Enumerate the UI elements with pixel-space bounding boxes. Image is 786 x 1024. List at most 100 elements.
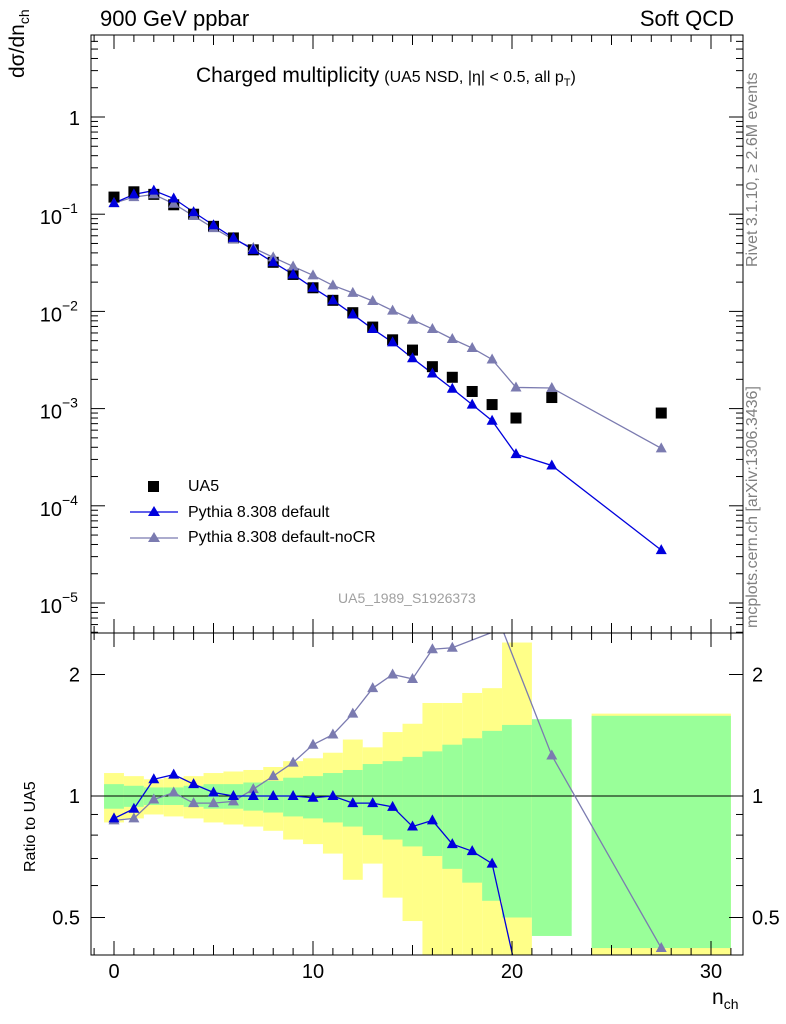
data-point-default: [327, 294, 339, 305]
uncertainty-band-stat: [422, 751, 443, 857]
top-plot-frame: [90, 34, 744, 634]
top-y-tick-label: 10: [40, 499, 62, 521]
ratio-y-tick-label: 1: [69, 786, 80, 808]
data-point-ua5: [426, 361, 438, 373]
ratio-point-default: [188, 778, 200, 789]
x-label-sub: ch: [723, 996, 739, 1013]
ratio-point-nocr: [227, 795, 239, 806]
ratio-point-default: [168, 768, 180, 779]
data-point-nocr: [446, 333, 458, 344]
data-point-ua5: [466, 385, 478, 397]
ratio-point-nocr: [247, 783, 259, 794]
data-point-default: [367, 322, 379, 333]
legend-marker-ua5: [148, 481, 159, 492]
data-point-default: [287, 268, 299, 279]
legend-label-nocr: Pythia 8.308 default-noCR: [188, 529, 376, 546]
data-point-default: [267, 256, 279, 267]
top-y-tick-label: 10: [40, 304, 62, 326]
legend-label-default: Pythia 8.308 default: [188, 504, 330, 521]
data-point-nocr: [168, 197, 180, 208]
series-line-nocr: [113, 193, 662, 449]
data-point-nocr: [510, 381, 522, 392]
ratio-x-tick-label: 30: [700, 961, 722, 983]
title-subtitle-sub: T: [563, 77, 571, 90]
data-point-default: [446, 382, 458, 393]
data-point-nocr: [655, 442, 667, 453]
data-point-default: [208, 219, 219, 230]
top-y-tick-label: 10: [40, 596, 62, 618]
ratio-point-default: [327, 790, 339, 800]
top-y-tick-exponent: −5: [62, 589, 78, 605]
series-line-default: [113, 189, 662, 551]
data-point-nocr: [287, 260, 299, 271]
top-y-tick-exponent: −2: [62, 297, 78, 313]
header-right: Soft QCD: [639, 6, 734, 31]
data-point-default: [307, 281, 319, 292]
analysis-watermark: UA5_1989_S1926373: [338, 590, 476, 606]
data-point-ua5: [510, 412, 522, 424]
data-point-default: [486, 414, 498, 425]
uncertainty-band-stat: [462, 738, 483, 883]
data-point-default: [168, 192, 180, 203]
title-text: Charged multiplicity: [196, 64, 380, 87]
data-point-nocr: [426, 322, 438, 333]
data-point-default: [148, 184, 160, 195]
x-label-main: n: [712, 986, 724, 1009]
ratio-y-tick-label: 0.5: [52, 908, 80, 930]
ratio-point-default: [407, 820, 418, 831]
uncertainty-band-stat: [591, 715, 731, 949]
ratio-point-nocr: [347, 707, 359, 718]
data-point-nocr: [307, 269, 319, 280]
ratio-point-nocr: [128, 812, 140, 823]
data-point-default: [128, 188, 140, 199]
data-point-default: [188, 206, 200, 217]
ratio-point-nocr: [546, 749, 558, 760]
data-point-ua5: [655, 407, 667, 419]
ratio-point-nocr: [655, 942, 667, 953]
data-point-default: [407, 352, 418, 363]
data-point-default: [466, 398, 478, 409]
legend-marker-nocr: [148, 532, 160, 542]
uncertainty-band-stat: [482, 730, 503, 901]
main-title: Charged multiplicity (UA5 NSD, |η| < 0.5,…: [196, 64, 576, 89]
header-left: 900 GeV ppbar: [100, 6, 250, 31]
data-point-default: [247, 243, 259, 254]
ratio-point-nocr: [387, 668, 399, 679]
top-y-tick-exponent: −4: [62, 492, 78, 508]
data-point-nocr: [367, 294, 379, 305]
top-y-tick-exponent: −3: [62, 395, 78, 411]
data-point-ua5: [486, 399, 498, 411]
ratio-point-nocr: [407, 672, 418, 683]
ratio-point-default: [208, 786, 219, 797]
uncertainty-band-stat: [382, 761, 403, 840]
top-y-tick-label: 10: [40, 402, 62, 424]
ratio-point-default: [466, 845, 478, 856]
ratio-point-default: [387, 800, 399, 811]
ratio-point-nocr: [148, 793, 160, 804]
ratio-point-default: [347, 797, 359, 808]
ratio-point-default: [227, 790, 239, 800]
data-point-nocr: [347, 286, 359, 297]
ratio-point-default: [426, 814, 438, 825]
data-point-default: [387, 336, 399, 347]
ratio-point-default: [446, 838, 458, 849]
data-point-default: [227, 231, 239, 242]
ratio-y-tick-label-right: 2: [752, 665, 763, 687]
ratio-x-tick-label: 10: [302, 961, 324, 983]
ratio-point-default: [247, 790, 259, 800]
ratio-point-default: [108, 812, 120, 823]
ratio-point-nocr: [168, 786, 180, 797]
title-subtitle-end: ): [570, 69, 576, 86]
data-point-nocr: [486, 353, 498, 364]
uncertainty-band-stat: [502, 724, 532, 918]
ratio-point-nocr: [287, 756, 299, 767]
legend-label-ua5: UA5: [188, 478, 220, 495]
data-point-ua5: [546, 392, 558, 404]
title-subtitle: (UA5 NSD, |η| < 0.5, all p: [384, 69, 564, 86]
top-y-tick-label: 10: [40, 207, 62, 229]
data-point-ua5: [407, 344, 418, 356]
uncertainty-band-stat: [402, 756, 423, 847]
data-point-default: [426, 367, 438, 378]
data-point-default: [546, 459, 558, 470]
